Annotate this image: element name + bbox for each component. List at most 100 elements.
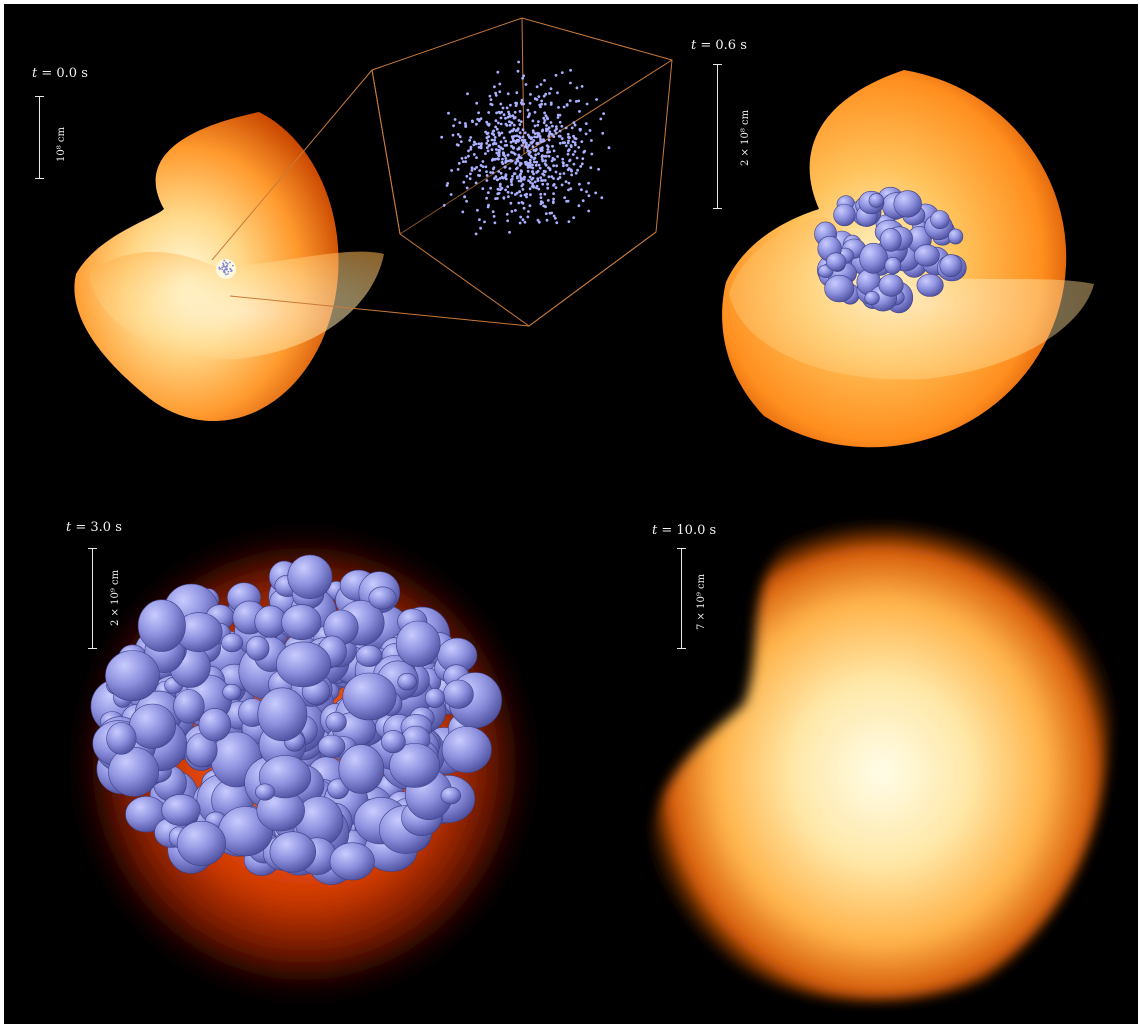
particle xyxy=(471,119,474,123)
particle xyxy=(528,161,532,165)
particle xyxy=(533,110,537,114)
particle xyxy=(512,172,516,176)
particle xyxy=(560,137,564,141)
bubble xyxy=(368,586,397,610)
particle xyxy=(552,135,556,139)
particle xyxy=(224,265,227,268)
particle xyxy=(449,193,453,196)
particle xyxy=(570,169,573,173)
particle xyxy=(535,142,539,146)
bubble xyxy=(859,242,888,274)
particle xyxy=(544,212,548,216)
particle xyxy=(500,160,504,164)
particle xyxy=(470,169,474,172)
particle xyxy=(529,154,533,158)
particle xyxy=(507,195,510,199)
particle xyxy=(510,209,514,213)
particle xyxy=(499,116,503,120)
particle xyxy=(509,201,513,205)
particle xyxy=(542,204,546,208)
particle xyxy=(595,98,598,101)
particle xyxy=(513,152,517,156)
particle xyxy=(539,196,543,200)
particle xyxy=(504,188,507,192)
particle xyxy=(493,177,496,180)
particle xyxy=(545,218,549,222)
particle xyxy=(500,175,504,179)
bubble xyxy=(255,783,275,801)
particle xyxy=(531,170,534,173)
particle xyxy=(518,131,522,135)
particle xyxy=(510,135,514,139)
particle xyxy=(572,216,576,220)
particle xyxy=(508,167,512,170)
particle xyxy=(543,119,547,122)
particle xyxy=(495,178,499,182)
particle xyxy=(534,163,538,167)
bubble xyxy=(879,228,902,252)
particle xyxy=(477,111,480,115)
particle xyxy=(517,135,521,139)
particle xyxy=(552,197,555,201)
particle xyxy=(546,186,550,190)
particle xyxy=(502,113,506,117)
particle xyxy=(570,126,574,130)
particle xyxy=(464,125,468,128)
particle xyxy=(492,166,496,170)
star-cutaway-t0 xyxy=(74,112,384,422)
particle xyxy=(541,179,545,182)
particle xyxy=(575,86,579,90)
particle xyxy=(542,116,546,120)
particle xyxy=(492,133,496,137)
particle xyxy=(537,220,541,224)
particle xyxy=(488,94,492,98)
deflagration-bubbles-t3 xyxy=(90,554,503,885)
particle xyxy=(493,138,496,142)
particle xyxy=(521,135,525,139)
particle xyxy=(535,186,538,190)
particle xyxy=(555,164,558,168)
particle xyxy=(558,129,562,133)
particle xyxy=(527,152,531,156)
particle xyxy=(523,175,526,179)
particle xyxy=(469,172,472,176)
particle xyxy=(550,133,554,136)
particle xyxy=(516,69,520,73)
particle xyxy=(517,119,521,122)
particle xyxy=(562,172,566,175)
scale-bar-cap-bottom xyxy=(677,648,686,649)
particle xyxy=(517,60,520,64)
particle xyxy=(556,116,560,119)
particle xyxy=(549,87,553,91)
particle xyxy=(496,70,500,74)
particle xyxy=(567,139,570,143)
particle xyxy=(511,114,515,118)
particle xyxy=(463,195,466,199)
particle xyxy=(483,220,486,224)
particle xyxy=(477,118,480,121)
particle xyxy=(227,273,229,275)
particle xyxy=(516,147,520,151)
particle xyxy=(562,161,565,165)
bubble xyxy=(137,599,186,652)
particle xyxy=(543,111,546,115)
particle xyxy=(489,171,492,174)
particle xyxy=(553,129,557,133)
bubble xyxy=(287,554,333,599)
particle xyxy=(555,127,558,131)
particle xyxy=(566,132,570,136)
particle xyxy=(491,171,495,175)
particle xyxy=(554,170,558,174)
particle xyxy=(556,177,560,181)
particle xyxy=(506,185,510,189)
particle xyxy=(468,139,472,142)
particle xyxy=(510,183,514,187)
particle xyxy=(508,123,512,127)
deflagration-bubbles-t06 xyxy=(814,186,967,314)
particle xyxy=(535,135,539,139)
bubble xyxy=(868,193,884,208)
particle xyxy=(540,129,544,133)
bubble xyxy=(441,726,492,774)
particle xyxy=(535,171,538,174)
particle xyxy=(562,164,565,168)
